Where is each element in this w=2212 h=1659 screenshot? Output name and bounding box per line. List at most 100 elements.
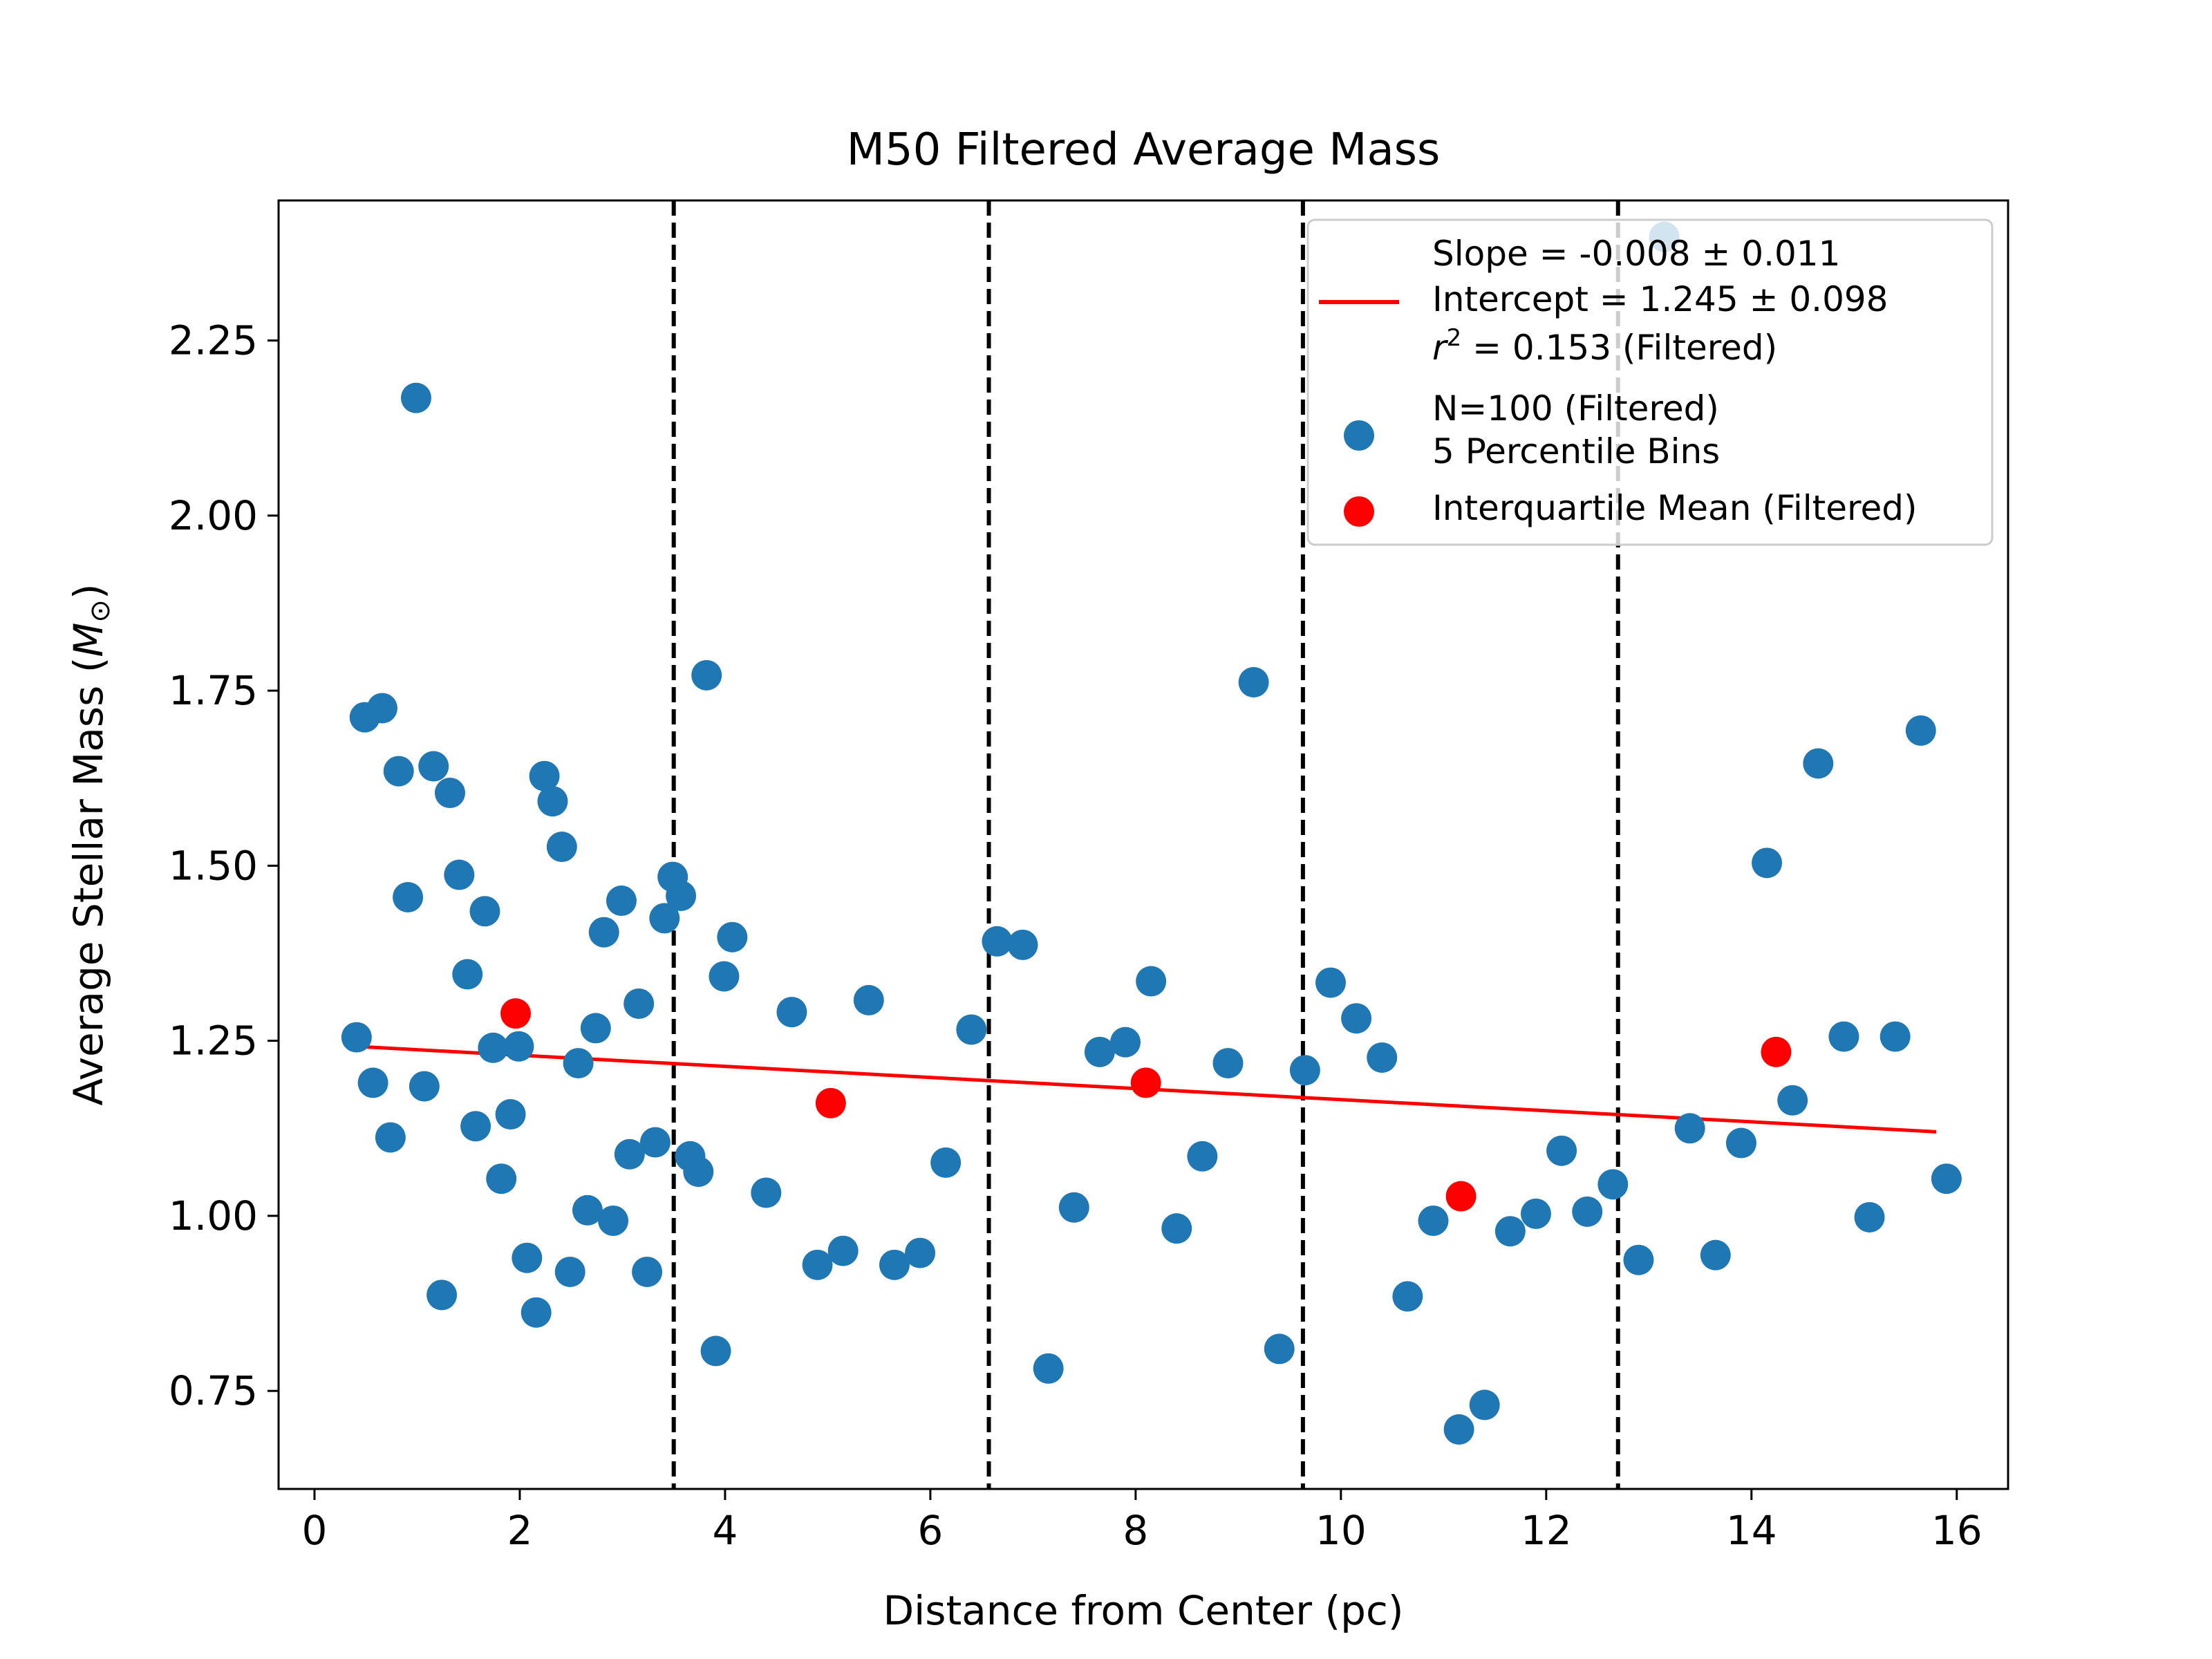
data-point: [460, 1111, 491, 1142]
data-point: [649, 903, 680, 934]
data-point: [341, 1022, 372, 1053]
x-tick-label: 16: [1931, 1507, 1983, 1554]
legend-r2-exponent: 2: [1447, 324, 1462, 352]
interquartile-mean-point: [815, 1087, 846, 1118]
data-point: [400, 382, 431, 413]
data-point: [469, 896, 500, 927]
legend-fit-r2: r2 = 0.153 (Filtered): [1432, 324, 1777, 368]
data-point: [427, 1280, 458, 1311]
data-point: [1880, 1021, 1911, 1052]
y-axis-label-subscript: ⊙: [84, 599, 116, 623]
y-tick-label: 1.25: [169, 1018, 258, 1065]
data-point: [1597, 1169, 1629, 1200]
data-point: [1187, 1141, 1218, 1172]
data-point: [1367, 1042, 1398, 1073]
legend-fit-intercept: Intercept = 1.245 ± 0.098: [1432, 279, 1888, 319]
data-point: [1136, 966, 1167, 997]
legend-series-iqm: Interquartile Mean (Filtered): [1432, 488, 1918, 528]
data-point: [375, 1122, 406, 1153]
data-point: [632, 1256, 663, 1287]
data-point: [683, 1156, 714, 1188]
bin-edge-lines: [671, 200, 1620, 1489]
data-point: [1725, 1127, 1756, 1159]
data-point: [1315, 967, 1346, 998]
x-tick-label: 2: [507, 1507, 532, 1554]
y-tick-label: 0.75: [169, 1367, 258, 1414]
data-point: [1803, 748, 1834, 779]
data-point: [1520, 1198, 1551, 1229]
data-point: [853, 984, 884, 1015]
y-axis-label-symbol: M: [65, 623, 112, 657]
data-point: [751, 1177, 782, 1208]
chart-title: M50 Filtered Average Mass: [847, 124, 1441, 176]
y-axis-label-end: ): [65, 583, 112, 599]
data-point: [393, 881, 424, 912]
data-point: [1905, 715, 1936, 746]
y-axis-ticks: 0.75 1.00 1.25 1.50 1.75 2.00 2.25: [169, 317, 279, 1414]
x-tick-label: 4: [712, 1507, 738, 1554]
data-point: [1443, 1414, 1474, 1445]
data-point: [495, 1099, 526, 1130]
legend-fit-slope: Slope = -0.008 ± 0.011: [1432, 234, 1840, 274]
x-tick-label: 14: [1726, 1507, 1777, 1554]
data-point: [486, 1163, 517, 1194]
data-point: [418, 751, 449, 782]
data-point: [409, 1071, 440, 1102]
points-layer: [341, 221, 1962, 1445]
legend: Slope = -0.008 ± 0.011 Intercept = 1.245…: [1306, 218, 1994, 546]
data-point: [930, 1147, 962, 1178]
legend-box: [1306, 218, 1994, 546]
data-point: [563, 1048, 594, 1079]
interquartile-mean-point: [1445, 1181, 1477, 1212]
data-point: [444, 859, 475, 890]
data-point: [1033, 1353, 1064, 1384]
data-point: [1546, 1135, 1577, 1166]
y-axis-label: Average Stellar Mass (M⊙): [65, 583, 116, 1105]
data-point: [1264, 1333, 1295, 1365]
legend-r2-symbol: r: [1432, 328, 1449, 368]
data-point: [802, 1249, 833, 1280]
data-point: [1289, 1055, 1320, 1086]
data-point: [639, 1127, 671, 1158]
y-tick-label: 1.50: [169, 842, 258, 889]
data-point: [521, 1297, 552, 1328]
data-point: [1110, 1027, 1141, 1058]
x-tick-label: 10: [1315, 1507, 1367, 1554]
data-point: [1700, 1239, 1731, 1271]
data-point: [512, 1242, 543, 1273]
data-point: [366, 693, 397, 724]
data-point: [1623, 1244, 1654, 1275]
data-point: [588, 917, 619, 948]
data-point: [1777, 1085, 1808, 1116]
legend-r2-filtered: (Filtered): [1622, 328, 1777, 368]
data-point: [1238, 666, 1269, 697]
data-point: [580, 1013, 611, 1044]
plot-frame: [277, 199, 2009, 1490]
legend-series-n: N=100 (Filtered): [1432, 388, 1719, 429]
data-point: [598, 1206, 629, 1237]
data-point: [1854, 1201, 1885, 1232]
x-tick-label: 0: [302, 1507, 328, 1554]
data-point: [1058, 1192, 1089, 1223]
data-point: [1572, 1196, 1603, 1227]
data-point: [1341, 1003, 1372, 1034]
data-point: [1494, 1216, 1526, 1247]
data-point: [982, 926, 1013, 957]
data-point: [1752, 847, 1783, 879]
data-point: [879, 1249, 910, 1280]
data-point: [709, 961, 740, 992]
data-point: [1469, 1389, 1500, 1421]
y-tick-label: 1.00: [169, 1192, 258, 1239]
data-point: [1392, 1281, 1423, 1312]
data-point: [1084, 1036, 1115, 1067]
data-point: [624, 988, 655, 1019]
interquartile-mean-point: [500, 998, 532, 1029]
data-point: [1161, 1213, 1192, 1244]
data-point: [1828, 1021, 1859, 1052]
data-point: [357, 1067, 388, 1098]
y-tick-label: 2.00: [169, 492, 258, 539]
data-point: [905, 1237, 936, 1268]
data-point: [546, 832, 577, 863]
x-tick-label: 8: [1123, 1507, 1148, 1554]
data-point: [1212, 1048, 1244, 1079]
